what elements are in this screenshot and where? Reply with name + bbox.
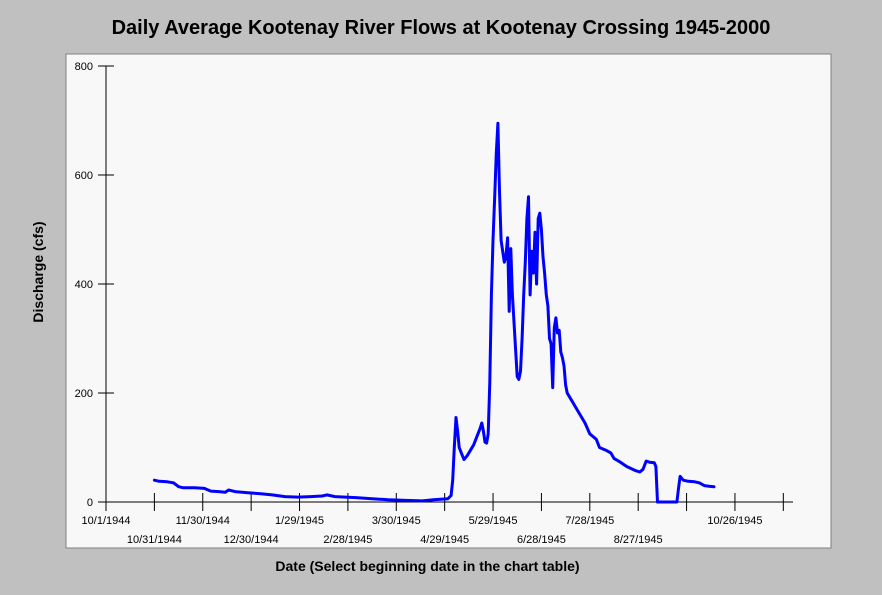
x-tick-label: 1/29/1945: [275, 515, 324, 527]
y-tick-label: 0: [87, 497, 93, 509]
x-tick-label: 11/30/1944: [176, 515, 230, 527]
x-tick-label: 6/28/1945: [517, 534, 566, 546]
series-line-discharge: [152, 121, 716, 504]
y-tick-label: 400: [75, 279, 93, 291]
x-tick-label: 5/29/1945: [469, 515, 518, 527]
x-tick-label: 12/30/1944: [224, 534, 279, 546]
x-tick-label: 7/28/1945: [565, 515, 614, 527]
x-tick-label: 10/26/1945: [707, 515, 762, 527]
x-tick-label: 10/31/1944: [127, 534, 182, 546]
x-tick-label: 3/30/1945: [372, 515, 421, 527]
x-tick-label: 10/1/1944: [82, 515, 131, 527]
x-tick-label: 4/29/1945: [420, 534, 469, 546]
y-tick-label: 200: [75, 388, 93, 400]
y-tick-label: 600: [75, 170, 93, 182]
plot-area: [65, 53, 832, 549]
x-axis-label: Date (Select beginning date in the chart…: [275, 558, 580, 574]
x-tick-label: 8/27/1945: [614, 534, 663, 546]
chart-title: Daily Average Kootenay River Flows at Ko…: [111, 17, 771, 39]
y-tick-label: 800: [75, 61, 93, 73]
y-ticks: 0 200 400 600 800: [75, 61, 114, 509]
x-tick-label: 2/28/1945: [323, 534, 372, 546]
